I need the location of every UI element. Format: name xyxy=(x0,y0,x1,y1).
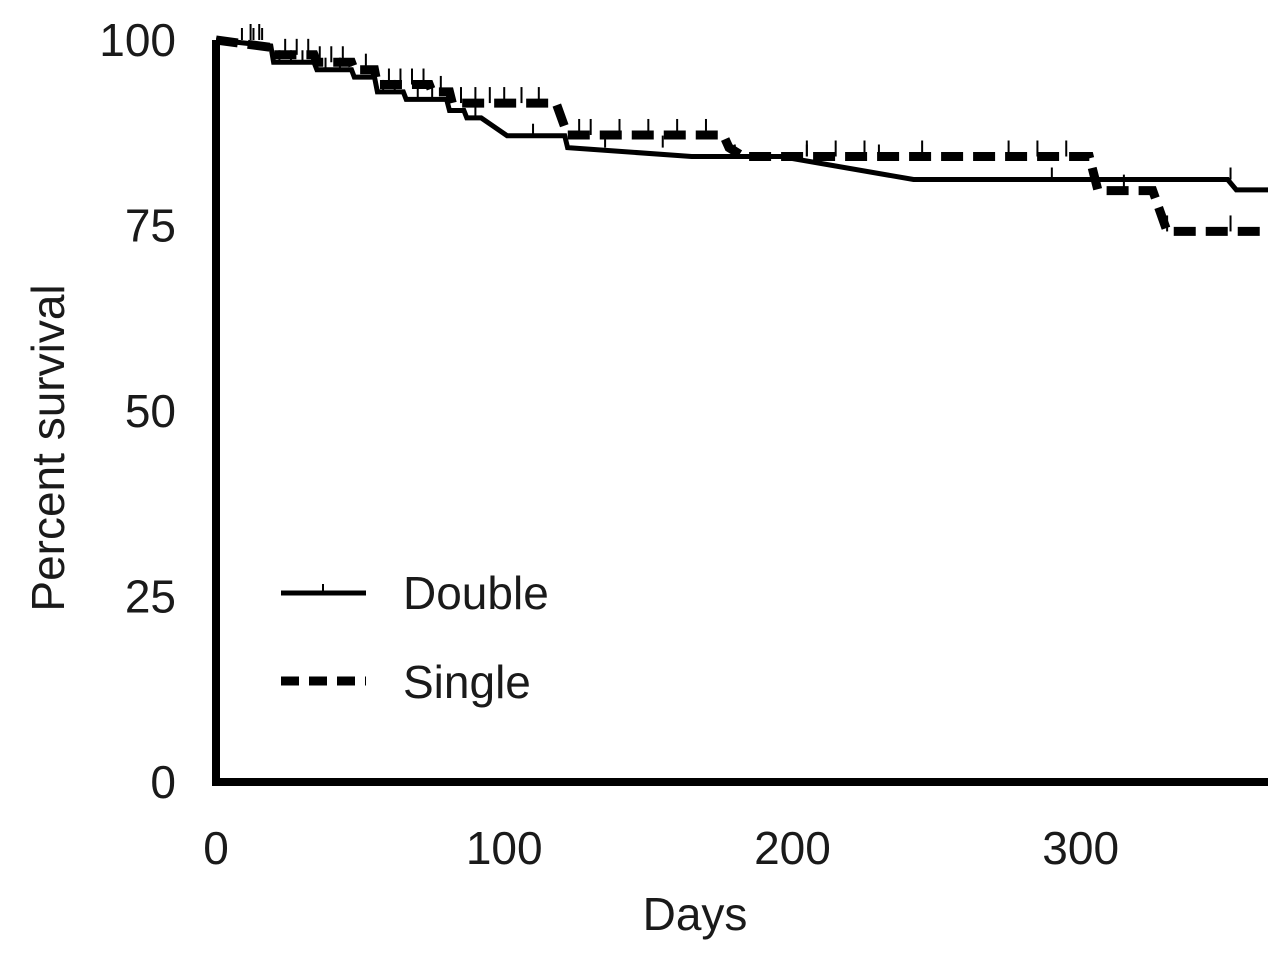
x-tick-label: 300 xyxy=(1042,822,1119,874)
y-tick-label: 0 xyxy=(150,756,176,808)
x-tick-label: 100 xyxy=(466,822,543,874)
x-tick-label: 0 xyxy=(203,822,229,874)
x-tick-label: 200 xyxy=(754,822,831,874)
y-tick-label: 100 xyxy=(99,14,176,66)
y-axis-title: Percent survival xyxy=(22,284,74,611)
series-line-double xyxy=(215,37,1268,193)
y-tick-label: 75 xyxy=(125,200,176,252)
legend-label-single: Single xyxy=(403,656,531,708)
legend: Double Single xyxy=(281,567,549,708)
y-tick-label: 50 xyxy=(125,385,176,437)
series-line-single xyxy=(215,35,1268,236)
ticks-layer: 0 25 50 75 100 0 100 200 300 xyxy=(99,14,1119,874)
axes-layer xyxy=(212,40,1268,786)
y-tick-label: 25 xyxy=(125,571,176,623)
legend-label-double: Double xyxy=(403,567,549,619)
x-axis-title: Days xyxy=(643,888,748,940)
series-layer xyxy=(215,24,1268,236)
